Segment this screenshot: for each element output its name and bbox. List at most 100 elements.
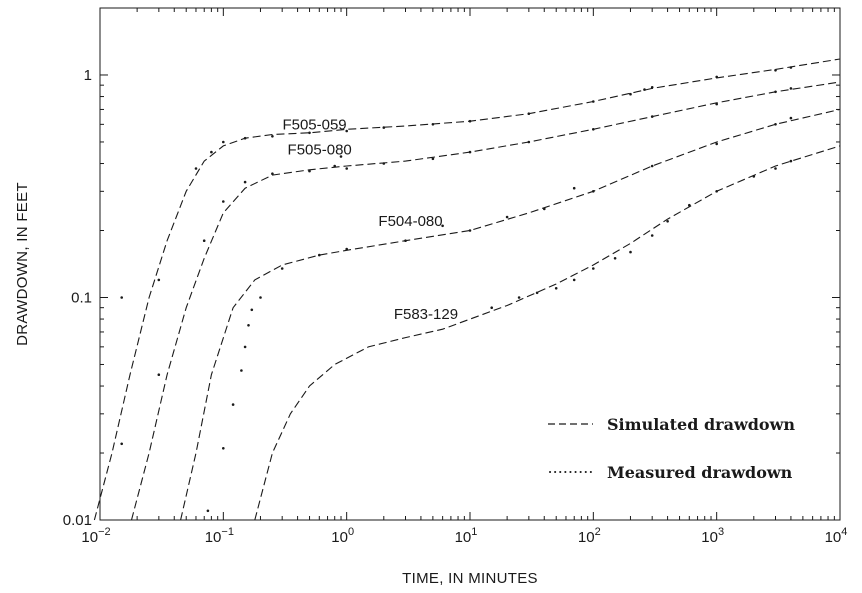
measured-point	[345, 129, 349, 133]
x-tick-label: 100	[331, 526, 354, 546]
plot-frame	[99, 7, 841, 521]
measured-point	[243, 136, 247, 140]
measured-point	[774, 167, 777, 170]
x-tick-label: 101	[455, 526, 478, 546]
measured-point	[231, 403, 235, 406]
measured-point	[650, 86, 654, 89]
measured-point	[789, 159, 793, 163]
measured-point	[120, 296, 123, 299]
x-tick-label: 102	[578, 526, 601, 546]
measured-point	[752, 175, 756, 178]
measured-point	[650, 115, 654, 118]
measured-point	[468, 119, 472, 123]
measured-points-f504-080	[206, 116, 793, 513]
series-f583-129	[254, 145, 841, 521]
measured-point	[243, 180, 247, 184]
measured-point	[250, 308, 254, 312]
measured-point	[789, 87, 793, 90]
y-axis-title: DRAWDOWN, IN FEET	[14, 182, 31, 346]
measured-point	[222, 200, 225, 203]
measured-point	[527, 112, 531, 115]
measured-point	[280, 267, 284, 270]
measured-point	[715, 142, 718, 146]
measured-point	[774, 123, 777, 126]
measured-point	[592, 128, 595, 131]
well-label-f505-080: F505-080	[288, 141, 352, 158]
measured-point	[650, 164, 654, 168]
well-label-f505-059: F505-059	[282, 116, 346, 133]
measured-point	[308, 131, 311, 135]
measured-point	[789, 116, 793, 120]
measured-point	[535, 291, 539, 295]
measured-point	[613, 257, 617, 260]
simulated-curve-f504-080	[180, 108, 841, 521]
series-f505-059	[93, 58, 841, 521]
measured-point	[468, 229, 472, 232]
x-tick-label: 10−2	[81, 526, 110, 546]
legend-measured-label: Measured drawdown	[607, 463, 793, 482]
well-labels: F505-059 F505-080 F504-080 F583-129	[282, 116, 458, 323]
measured-point	[271, 135, 274, 138]
measured-point	[715, 102, 718, 106]
measured-point	[505, 215, 509, 219]
series-f505-080	[120, 81, 841, 521]
measured-point	[431, 123, 435, 126]
measured-point	[789, 66, 793, 69]
y-tick-label: 0.01	[63, 512, 92, 529]
measured-point	[404, 239, 407, 242]
measured-point	[120, 442, 123, 446]
measured-point	[345, 247, 349, 251]
measured-point	[572, 278, 576, 282]
measured-point	[666, 220, 669, 223]
measured-point	[210, 150, 213, 154]
measured-point	[774, 69, 777, 72]
measured-point	[629, 92, 632, 96]
measured-point	[206, 509, 210, 513]
legend-simulated-label: Simulated drawdown	[607, 415, 795, 434]
measured-point	[441, 224, 444, 228]
measured-point	[629, 250, 632, 254]
measured-point	[240, 369, 243, 372]
measured-point	[715, 190, 718, 193]
measured-point	[308, 169, 311, 173]
measured-points-f505-059	[120, 66, 793, 299]
measured-point	[318, 253, 321, 257]
measured-points-f505-080	[120, 87, 793, 446]
measured-point	[468, 150, 472, 154]
measured-point	[271, 172, 274, 175]
series-f504-080	[180, 108, 841, 521]
legend: Simulated drawdown Measured drawdown	[548, 415, 795, 482]
measured-point	[592, 100, 595, 103]
x-tick-label: 104	[825, 526, 848, 546]
x-tick-label: 103	[701, 526, 724, 546]
measured-point	[382, 162, 386, 165]
measured-point	[157, 278, 161, 282]
measured-point	[774, 90, 777, 94]
measured-point	[194, 167, 198, 170]
measured-point	[431, 157, 435, 161]
measured-point	[339, 155, 343, 158]
measured-point	[554, 287, 558, 290]
measured-point	[643, 88, 646, 91]
measured-point	[490, 306, 494, 310]
measured-point	[543, 207, 546, 211]
measured-point	[222, 447, 225, 450]
well-label-f583-129: F583-129	[394, 306, 458, 323]
measured-point	[592, 190, 595, 193]
measured-point	[202, 239, 206, 242]
measured-point	[247, 324, 250, 327]
simulated-curve-f583-129	[254, 145, 841, 521]
measured-point	[592, 267, 595, 270]
measured-point	[715, 75, 718, 79]
y-tick-label: 0.1	[71, 289, 92, 306]
y-tick-label: 1	[84, 67, 92, 84]
measured-point	[259, 296, 262, 299]
measured-point	[243, 345, 247, 349]
simulated-curve-f505-059	[93, 58, 841, 521]
measured-point	[527, 140, 531, 144]
series-layer	[93, 58, 841, 521]
simulated-curve-f505-080	[130, 81, 841, 521]
measured-point	[572, 186, 576, 190]
x-axis-title: TIME, IN MINUTES	[402, 570, 538, 587]
